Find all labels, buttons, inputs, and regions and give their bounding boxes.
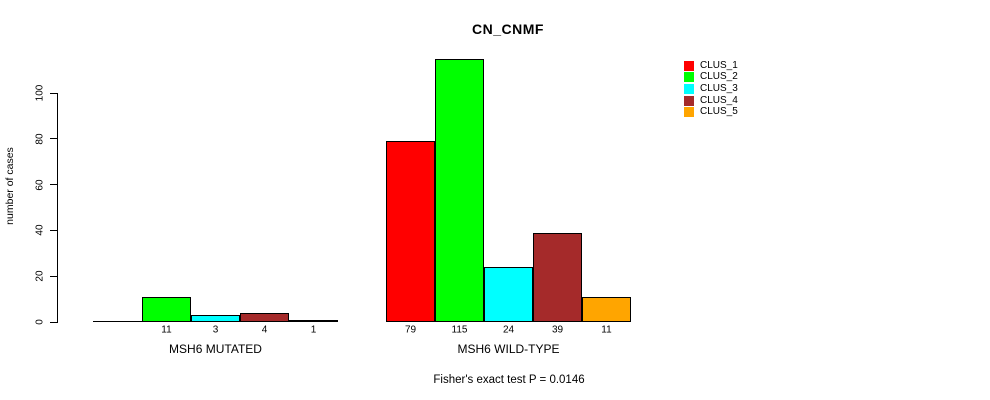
bar-value-label: 79 (404, 324, 417, 336)
bar-value-label: 4 (261, 324, 268, 336)
legend-item: CLUS_2 (684, 72, 738, 84)
clus_3-swatch-icon (684, 83, 694, 94)
legend-item: CLUS_5 (684, 106, 738, 118)
legend-item: CLUS_1 (684, 60, 738, 72)
legend-label: CLUS_3 (700, 82, 738, 94)
y-tick-mark (50, 275, 57, 277)
y-tick-mark (50, 229, 57, 231)
clus_5-swatch-icon (684, 107, 694, 118)
legend-label: CLUS_1 (700, 59, 738, 71)
clus_2-swatch-icon (684, 72, 694, 83)
y-tick-label: 60 (34, 179, 46, 191)
bar-clus_2 (435, 59, 484, 322)
y-tick-label: 0 (34, 319, 46, 325)
chart-title: CN_CNMF (472, 21, 544, 37)
legend-label: CLUS_2 (700, 71, 738, 83)
bar-value-label: 115 (451, 324, 468, 336)
x-group-label: MSH6 WILD-TYPE (457, 342, 560, 356)
bar-clus_2 (142, 297, 191, 322)
y-tick-mark (50, 321, 57, 323)
bar-clus_3 (191, 315, 240, 322)
clus_4-swatch-icon (684, 95, 694, 106)
y-tick-label: 80 (34, 133, 46, 145)
bar-value-label: 39 (551, 324, 564, 336)
y-tick-mark (50, 92, 57, 94)
bar-clus_1-zero (93, 321, 142, 322)
bar-clus_5 (582, 297, 631, 322)
bar-clus_5 (289, 320, 338, 322)
x-group-label: MSH6 MUTATED (169, 342, 262, 356)
y-axis-label: number of cases (4, 147, 16, 225)
legend-label: CLUS_5 (700, 106, 738, 118)
y-tick-label: 20 (34, 270, 46, 282)
y-tick-mark (50, 184, 57, 186)
bar-clus_1 (386, 141, 435, 322)
legend-label: CLUS_4 (700, 94, 738, 106)
clus_1-swatch-icon (684, 60, 694, 71)
bar-value-label: 11 (161, 324, 172, 336)
legend-item: CLUS_4 (684, 95, 738, 107)
y-tick-mark (50, 138, 57, 140)
fisher-test-annotation: Fisher's exact test P = 0.0146 (433, 374, 585, 386)
y-axis-line (57, 93, 58, 323)
bar-value-label: 11 (601, 324, 612, 336)
legend: CLUS_1 CLUS_2 CLUS_3 CLUS_4 CLUS_5 (684, 60, 738, 118)
legend-item: CLUS_3 (684, 83, 738, 95)
bar-value-label: 24 (502, 324, 515, 336)
bar-value-label: 3 (212, 324, 219, 336)
bar-value-label: 1 (310, 324, 317, 336)
bar-clus_4 (240, 313, 289, 322)
y-tick-label: 100 (34, 84, 46, 102)
bar-clus_4 (533, 233, 582, 322)
y-tick-label: 40 (34, 224, 46, 236)
bar-clus_3 (484, 267, 533, 322)
